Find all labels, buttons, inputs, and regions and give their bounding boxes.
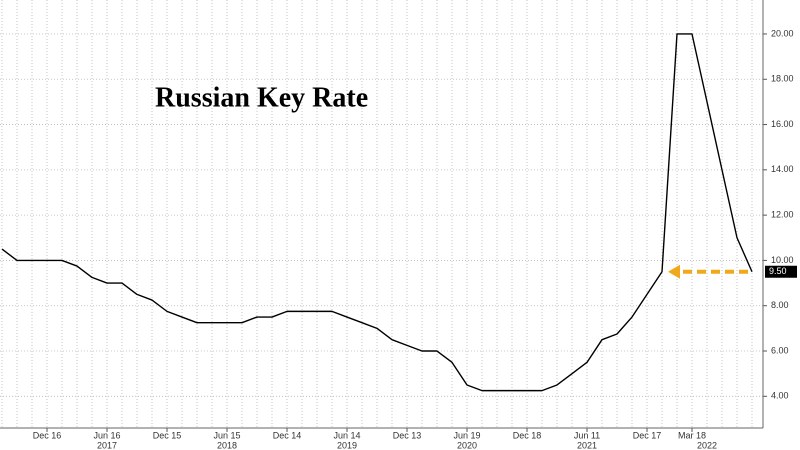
x-tick-label: Jun 19 (453, 430, 480, 440)
x-tick-label: Jun 15 (213, 430, 240, 440)
y-tick-label: 8.00 (771, 300, 789, 310)
plot (1, 33, 797, 392)
x-tick-label: Dec 17 (633, 430, 662, 440)
y-tick-label: 14.00 (771, 164, 794, 174)
year-label: 2017 (97, 440, 117, 450)
x-tick-label: Dec 13 (393, 430, 422, 440)
y-tick-label: 4.00 (771, 391, 789, 401)
year-label: 2018 (217, 440, 237, 450)
x-tick-label: Jun 16 (93, 430, 120, 440)
x-tick-label: Jun 14 (333, 430, 360, 440)
last-value-box (765, 265, 797, 278)
y-tick-label: 16.00 (771, 119, 794, 129)
line-series (1, 33, 753, 392)
x-tick-label: Mar 18 (678, 430, 706, 440)
x-tick-label: Dec 16 (33, 430, 62, 440)
chart-title: Russian Key Rate (155, 82, 368, 113)
y-tick-label: 6.00 (771, 345, 789, 355)
year-label: 2021 (577, 440, 597, 450)
last-value-label: 9.50 (769, 266, 787, 276)
x-tick-label: Dec 15 (153, 430, 182, 440)
x-tick-label: Jun 11 (574, 430, 600, 440)
y-tick-label: 18.00 (771, 74, 794, 84)
arrow-head (668, 264, 680, 279)
x-tick-label: Dec 14 (273, 430, 302, 440)
x-tick-label: Dec 18 (513, 430, 542, 440)
grid (0, 0, 767, 432)
year-label: 2019 (337, 440, 357, 450)
year-label: 2020 (457, 440, 477, 450)
y-tick-label: 20.00 (771, 28, 794, 38)
year-label: 2022 (697, 440, 717, 450)
y-tick-label: 12.00 (771, 210, 794, 220)
y-tick-label: 10.00 (771, 255, 794, 265)
